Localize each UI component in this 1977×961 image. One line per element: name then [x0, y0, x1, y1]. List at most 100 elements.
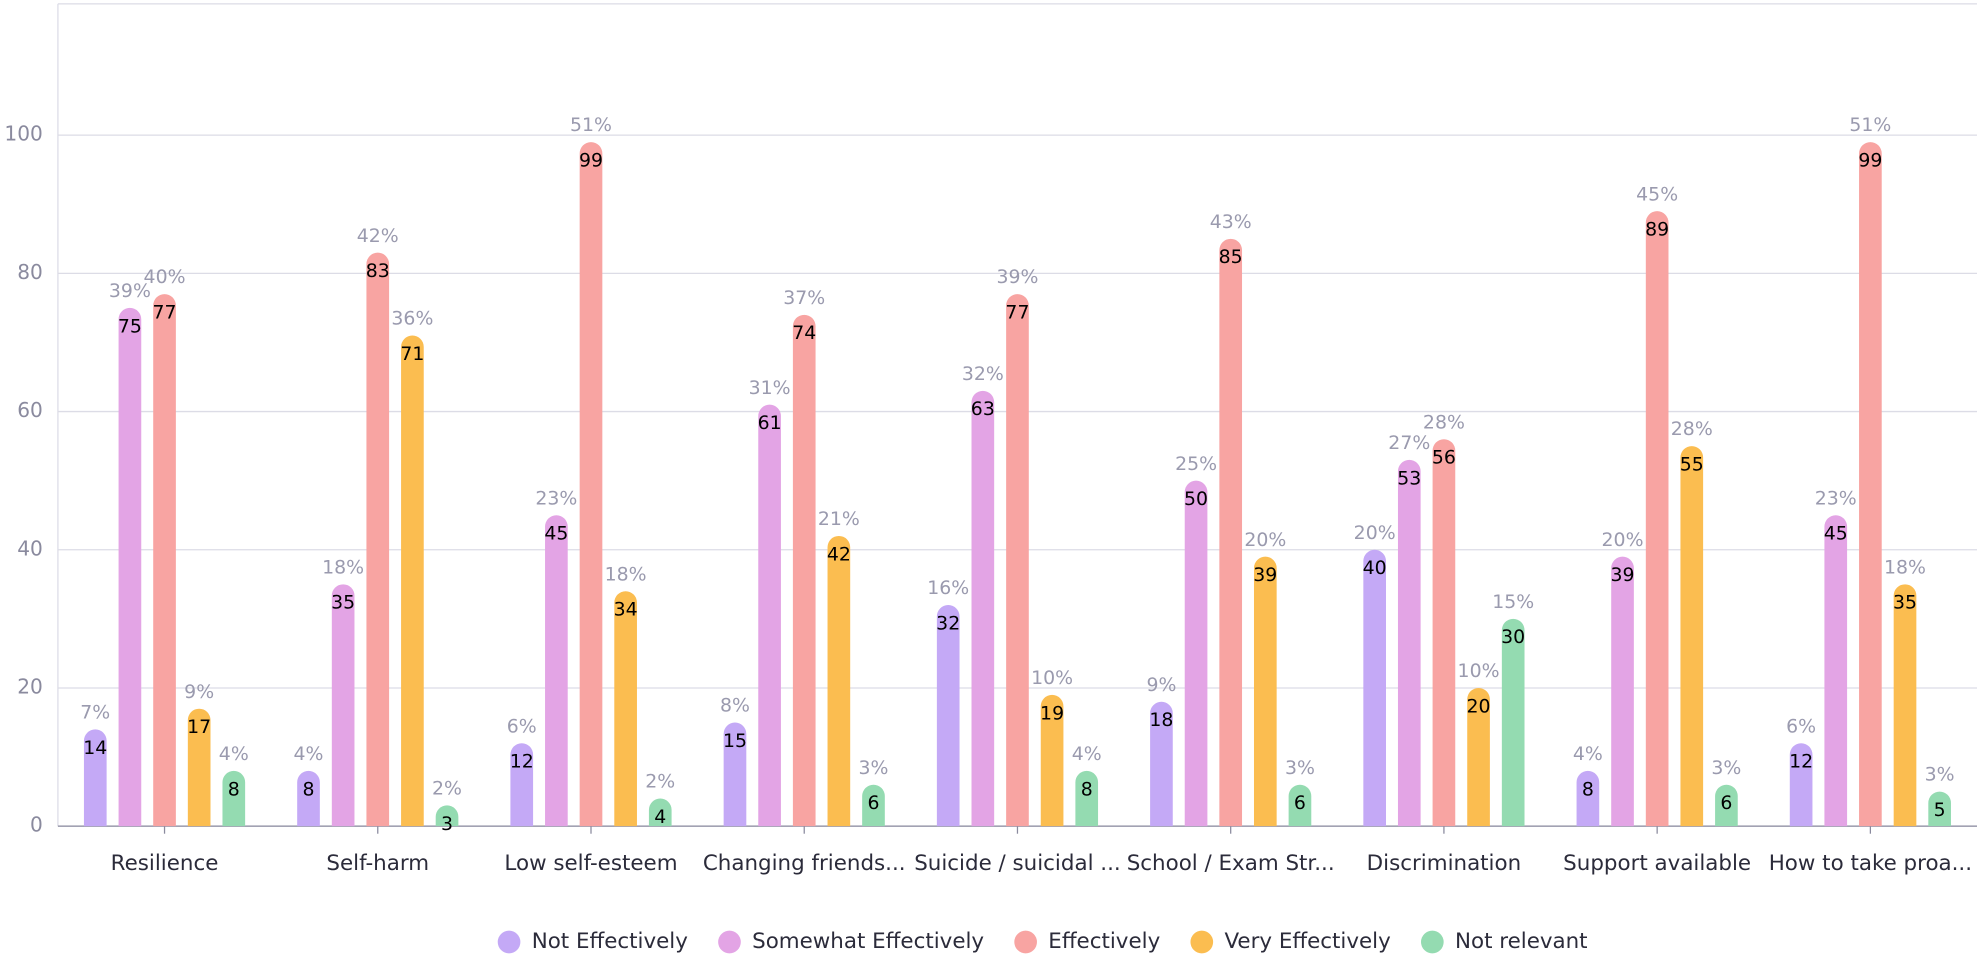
x-tick-label: School / Exam Str... [1127, 851, 1335, 876]
percent-label: 15% [1492, 591, 1534, 613]
percent-label: 9% [1146, 674, 1176, 696]
bar [331, 584, 355, 827]
bar [1893, 584, 1917, 827]
value-label: 4 [654, 806, 666, 828]
value-label: 83 [366, 260, 390, 282]
y-tick-label: 100 [4, 122, 42, 146]
value-label: 56 [1432, 447, 1456, 469]
bar [435, 805, 459, 827]
legend: Not Effectively Somewhat Effectively Effec… [497, 929, 1588, 954]
percent-label: 3% [859, 757, 889, 779]
percent-label: 43% [1210, 211, 1252, 233]
value-label: 3 [441, 813, 453, 835]
value-label: 8 [303, 778, 315, 800]
percent-label: 51% [1849, 114, 1891, 136]
percent-label: 28% [1671, 418, 1713, 440]
legend-label: Not Effectively [532, 929, 689, 954]
value-label: 20 [1467, 695, 1491, 717]
percent-label: 4% [1072, 743, 1102, 765]
value-label: 8 [1582, 778, 1594, 800]
bar [222, 770, 246, 827]
value-label: 99 [1858, 149, 1882, 171]
bar [1150, 701, 1173, 827]
x-tick-label: Resilience [111, 851, 219, 876]
bar [545, 515, 568, 827]
value-label: 6 [1720, 792, 1732, 814]
value-label: 17 [187, 716, 211, 738]
percent-label: 6% [1786, 715, 1816, 737]
percent-label: 4% [1573, 743, 1603, 765]
bar [401, 335, 424, 827]
bar [1006, 294, 1029, 827]
percent-label: 36% [391, 308, 433, 330]
bar [827, 535, 851, 827]
value-label: 32 [936, 612, 960, 634]
percent-label: 23% [1815, 487, 1857, 509]
bar [971, 390, 995, 827]
x-tick-label: Changing friends... [703, 851, 906, 876]
value-label: 63 [971, 398, 995, 420]
percent-label: 39% [996, 266, 1038, 288]
percent-label: 42% [357, 225, 399, 247]
bar [1288, 784, 1312, 827]
bar [648, 798, 672, 827]
value-label: 99 [579, 149, 603, 171]
value-label: 71 [400, 343, 424, 365]
bar [936, 605, 960, 827]
percent-label: 23% [535, 487, 577, 509]
bar [297, 770, 320, 827]
percent-label: 40% [144, 266, 186, 288]
value-label: 39 [1611, 564, 1635, 586]
y-tick-label: 20 [17, 674, 43, 698]
percent-label: 20% [1244, 529, 1286, 551]
bar [118, 307, 142, 827]
value-label: 42 [827, 543, 851, 565]
bar [187, 708, 211, 827]
value-label: 14 [83, 737, 107, 759]
bar [83, 729, 107, 827]
legend-label: Effectively [1048, 929, 1160, 954]
value-label: 85 [1219, 246, 1243, 268]
bar [614, 591, 637, 827]
bar [1040, 694, 1064, 827]
percent-label: 4% [219, 743, 249, 765]
legend-marker [1190, 930, 1214, 954]
legend-marker [718, 930, 741, 954]
bar [1219, 238, 1243, 827]
percent-label: 20% [1354, 522, 1396, 544]
value-label: 12 [1789, 751, 1813, 773]
y-tick-label: 80 [17, 260, 43, 284]
percent-label: 45% [1636, 183, 1678, 205]
bar [1432, 439, 1456, 827]
percent-label: 51% [570, 114, 612, 136]
percent-label: 18% [1884, 556, 1926, 578]
legend-label: Very Effectively [1224, 929, 1391, 954]
value-label: 55 [1680, 454, 1704, 476]
x-tick-label: Suicide / suicidal ... [914, 851, 1121, 876]
bar [1789, 743, 1813, 827]
value-label: 19 [1040, 702, 1064, 724]
value-label: 50 [1184, 488, 1208, 510]
bar [723, 722, 747, 827]
bar [1363, 549, 1386, 827]
bar [1928, 791, 1951, 827]
percent-label: 25% [1175, 453, 1217, 475]
value-label: 18 [1149, 709, 1173, 731]
value-label: 74 [792, 322, 816, 344]
bar [792, 314, 816, 827]
value-label: 6 [867, 792, 879, 814]
percent-label: 9% [184, 681, 214, 703]
x-tick-label: Support available [1563, 851, 1751, 876]
value-label: 75 [118, 315, 142, 337]
bar [153, 294, 176, 827]
bar [1501, 618, 1525, 827]
x-tick-label: Self-harm [326, 851, 429, 876]
value-label: 34 [614, 599, 638, 621]
percent-label: 18% [605, 563, 647, 585]
percent-label: 10% [1031, 667, 1073, 689]
percent-label: 3% [1711, 757, 1741, 779]
bar [1680, 446, 1704, 827]
y-tick-label: 60 [17, 398, 43, 422]
bar [1075, 770, 1099, 827]
